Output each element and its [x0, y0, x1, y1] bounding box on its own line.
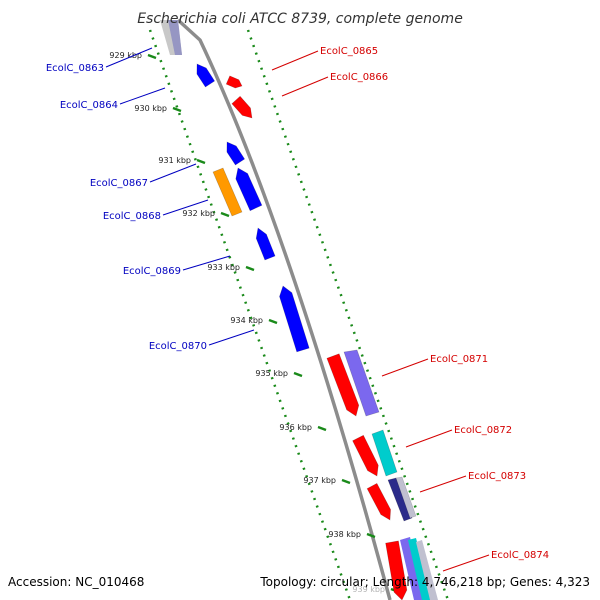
tick-mark — [293, 371, 303, 378]
gene-labels: EcolC_0863 EcolC_0864 EcolC_0867 EcolC_0868… — [46, 46, 549, 572]
gene-label-forward: EcolC_0873 — [468, 471, 526, 482]
gene-label-reverse: EcolC_0870 — [149, 341, 207, 352]
gene-label-forward: EcolC_0874 — [491, 550, 549, 561]
label-leader-line — [182, 255, 231, 271]
tick-marks: 929 kbp 930 kbp 931 kbp 932 kbp 933 kbp 934 k… — [109, 51, 400, 594]
tick-label: 938 kbp — [328, 530, 361, 539]
label-leader-line — [162, 199, 209, 216]
tick-label: 934 kbp — [230, 316, 263, 325]
gene-label-reverse: EcolC_0863 — [46, 63, 104, 74]
partial-cds-fragment-inner — [168, 20, 182, 55]
tick-mark — [366, 532, 376, 539]
accession-text: Accession: NC_010468 — [8, 575, 144, 589]
tick-mark — [317, 425, 327, 432]
tick-label: 939 kbp — [352, 585, 385, 594]
tick-label: 933 kbp — [207, 263, 240, 272]
tick-label: 930 kbp — [134, 104, 167, 113]
tick-mark — [196, 158, 206, 165]
reverse-cds-arrow — [226, 141, 246, 166]
reverse-cds-arrow — [279, 285, 310, 353]
tick-mark — [172, 106, 182, 113]
orange-cds-block — [212, 167, 243, 217]
cyan-cds-block — [408, 538, 432, 600]
label-leader-line — [281, 76, 329, 97]
forward-cds-arrow — [352, 434, 379, 477]
tick-label: 935 kbp — [255, 369, 288, 378]
tick-mark — [268, 318, 278, 325]
purple-cds-block — [343, 349, 380, 417]
reverse-cds-arrow — [235, 167, 263, 212]
tick-label: 936 kbp — [279, 423, 312, 432]
reverse-cds-arrow — [255, 227, 276, 261]
gene-label-forward: EcolC_0866 — [330, 72, 388, 83]
label-leader-line — [271, 50, 319, 71]
label-leader-line — [105, 47, 153, 68]
outer-ruler-line — [246, 29, 450, 600]
map-title: Escherichia coli ATCC 8739, complete gen… — [137, 11, 463, 27]
label-leader-line — [442, 554, 490, 572]
gene-label-reverse: EcolC_0867 — [90, 178, 148, 189]
label-leader-line — [149, 163, 197, 183]
tick-label: 932 kbp — [182, 209, 215, 218]
reverse-cds-arrow — [196, 63, 216, 88]
label-leader-line — [208, 329, 255, 346]
cyan-cds-block — [371, 429, 398, 477]
tick-mark — [147, 53, 157, 60]
genome-backbone — [176, 18, 392, 600]
tick-label: 929 kbp — [109, 51, 142, 60]
grey-cds-block — [416, 540, 438, 600]
tick-label: 931 kbp — [158, 156, 191, 165]
tick-mark — [220, 211, 230, 218]
gene-label-forward: EcolC_0872 — [454, 425, 512, 436]
gene-label-reverse: EcolC_0868 — [103, 211, 161, 222]
label-leader-line — [405, 429, 453, 448]
tick-mark — [341, 478, 351, 485]
topology-text: Topology: circular; Length: 4,746,218 bp… — [259, 575, 590, 589]
tick-label: 937 kbp — [303, 476, 336, 485]
grey-cds-block — [395, 476, 417, 519]
gene-label-reverse: EcolC_0869 — [123, 266, 181, 277]
label-leader-line — [381, 358, 429, 377]
tick-mark — [245, 265, 255, 272]
label-leader-line — [119, 87, 166, 105]
purple-cds-block — [400, 537, 424, 600]
gene-label-forward: EcolC_0865 — [320, 46, 378, 57]
label-leader-line — [419, 475, 467, 493]
forward-cds-arrow — [225, 75, 243, 89]
navy-cds-block — [387, 477, 413, 522]
forward-cds-arrow — [385, 540, 408, 600]
forward-cds-arrow — [366, 482, 391, 521]
gene-label-reverse: EcolC_0864 — [60, 100, 118, 111]
forward-cds-arrow — [326, 353, 360, 417]
forward-cds-arrow — [231, 95, 253, 119]
gene-features — [196, 63, 438, 600]
gene-label-forward: EcolC_0871 — [430, 354, 488, 365]
